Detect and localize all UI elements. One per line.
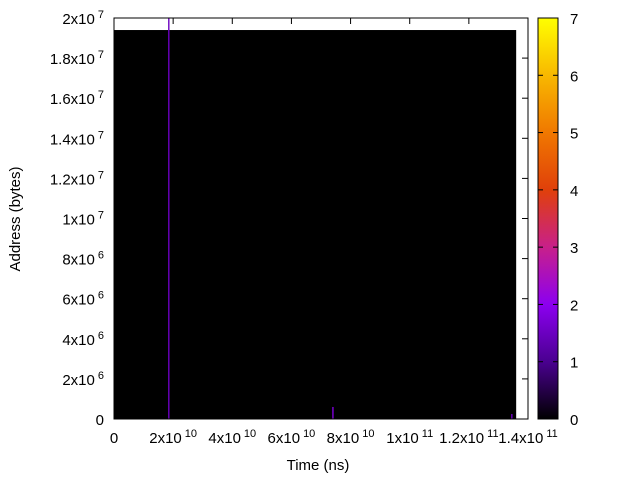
x-tick-exponent: 11 (422, 428, 433, 440)
colorbar-tick-label: 1 (570, 355, 578, 372)
x-tick-exponent: 11 (546, 428, 557, 440)
x-tick-label: 1x10 11 (386, 428, 433, 447)
x-tick-exponent: 11 (487, 428, 498, 440)
y-tick-label: 0 (96, 412, 104, 429)
colorbar (537, 17, 559, 420)
colorbar-tick-label: 3 (570, 240, 578, 257)
y-tick-label: 1.4x10 7 (50, 129, 104, 148)
y-tick-exponent: 6 (98, 290, 104, 302)
x-tick-label: 1.4x10 11 (498, 428, 557, 447)
y-tick-label: 4x10 6 (62, 330, 104, 349)
x-tick-exponent: 10 (303, 428, 315, 440)
y-tick-label: 2x10 7 (62, 9, 104, 28)
colorbar-ticks: 0 1 2 3 4 5 6 7 (538, 11, 578, 429)
y-axis-ticks: 0 2x10 6 4x10 6 6x10 6 8x10 6 1x10 7 1.2x10 7 1.4x10 7… (50, 9, 528, 429)
x-axis-title: Time (ns) (287, 457, 350, 474)
colorbar-tick-label: 2 (570, 297, 578, 314)
y-tick-label: 8x10 6 (62, 250, 104, 269)
colorbar-tick-label: 5 (570, 126, 578, 143)
y-tick-label: 1.6x10 7 (50, 89, 104, 108)
y-tick-exponent: 7 (98, 9, 104, 21)
y-tick-label: 1x10 7 (62, 210, 104, 229)
colorbar-tick-label: 4 (570, 183, 578, 200)
y-tick-label: 1.8x10 7 (50, 49, 104, 68)
y-tick-label: 6x10 6 (62, 290, 104, 309)
x-tick-label: 2x10 10 (149, 428, 197, 447)
x-tick-exponent: 10 (185, 428, 197, 440)
y-tick-exponent: 6 (98, 330, 104, 342)
colorbar-tick-label: 0 (570, 412, 578, 429)
y-tick-exponent: 7 (98, 210, 104, 222)
heatmap-background (114, 30, 517, 420)
x-tick-exponent: 10 (244, 428, 256, 440)
access-streak (168, 18, 170, 419)
x-tick-label: 6x10 10 (268, 428, 316, 447)
x-tick-label: 1.2x10 11 (439, 428, 498, 447)
y-tick-label: 1.2x10 7 (50, 169, 104, 188)
colorbar-tick-label: 7 (570, 11, 578, 28)
x-tick-exponent: 10 (362, 428, 374, 440)
x-tick-label: 8x10 10 (327, 428, 375, 447)
x-tick-label: 4x10 10 (208, 428, 256, 447)
y-tick-exponent: 7 (98, 49, 104, 61)
y-tick-label: 2x10 6 (62, 370, 104, 389)
y-tick-exponent: 7 (98, 169, 104, 181)
y-tick-exponent: 6 (98, 250, 104, 262)
colorbar-tick-label: 6 (570, 68, 578, 85)
access-streak (332, 406, 334, 419)
y-axis-title: Address (bytes) (7, 166, 24, 271)
heatmap-cells (114, 18, 517, 420)
y-tick-exponent: 7 (98, 129, 104, 141)
x-tick-label: 0 (110, 430, 118, 447)
y-tick-exponent: 6 (98, 370, 104, 382)
y-tick-exponent: 7 (98, 89, 104, 101)
access-streak (511, 413, 513, 419)
